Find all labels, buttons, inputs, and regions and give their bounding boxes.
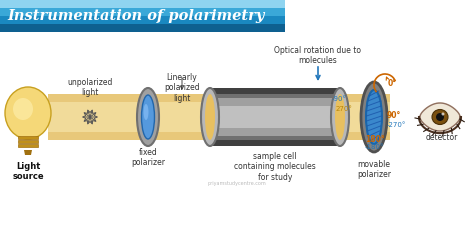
Ellipse shape [144,104,148,120]
Ellipse shape [13,98,33,120]
FancyBboxPatch shape [18,144,38,147]
Polygon shape [210,140,340,146]
Ellipse shape [436,113,444,121]
Polygon shape [48,102,390,132]
Text: 180°: 180° [365,135,384,143]
Text: 90°: 90° [387,110,401,119]
Text: unpolarized
light: unpolarized light [67,78,113,97]
Ellipse shape [335,94,345,140]
FancyBboxPatch shape [18,136,38,139]
Ellipse shape [432,110,448,125]
Ellipse shape [441,113,445,115]
Polygon shape [210,88,340,94]
Polygon shape [210,88,340,146]
Text: movable
polarizer: movable polarizer [357,160,391,179]
Text: -270°: -270° [387,122,406,128]
Text: detector: detector [426,133,458,142]
Ellipse shape [201,88,219,146]
Ellipse shape [5,87,51,139]
Ellipse shape [205,94,215,140]
Text: -180°: -180° [365,144,384,150]
Text: 0°: 0° [388,79,397,88]
Text: sample cell
containing molecules
for study: sample cell containing molecules for stu… [234,152,316,182]
Ellipse shape [331,88,349,146]
Text: Linearly
polarized
light: Linearly polarized light [164,73,200,103]
Ellipse shape [142,95,155,139]
Ellipse shape [366,90,382,144]
Text: Light
source: Light source [12,162,44,181]
Polygon shape [48,94,390,140]
FancyBboxPatch shape [0,8,285,16]
Ellipse shape [361,82,387,152]
Polygon shape [210,106,340,128]
Text: priyamstudycentre.com: priyamstudycentre.com [208,181,266,186]
Polygon shape [24,150,32,155]
Ellipse shape [137,88,159,146]
Text: fixed
polarizer: fixed polarizer [131,148,165,167]
Polygon shape [420,103,460,131]
FancyBboxPatch shape [18,140,38,143]
Text: Optical rotation due to
molecules: Optical rotation due to molecules [274,46,362,65]
Polygon shape [210,98,340,136]
FancyBboxPatch shape [0,0,285,8]
FancyBboxPatch shape [0,16,285,24]
Text: 270°: 270° [336,106,353,112]
Text: Instrumentation of polarimetry: Instrumentation of polarimetry [7,9,264,23]
FancyBboxPatch shape [0,24,285,32]
Text: -90°: -90° [332,96,347,102]
